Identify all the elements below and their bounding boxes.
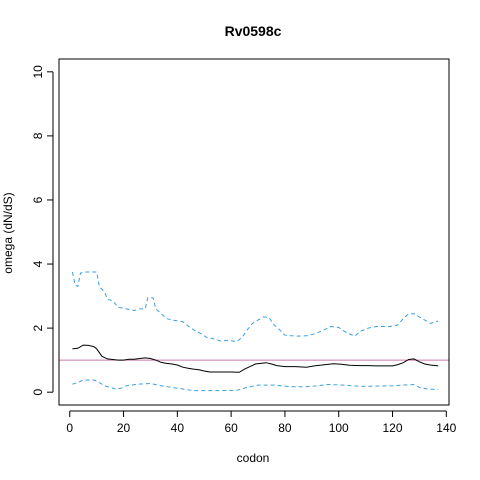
series-line-upper-bound: [71, 271, 439, 343]
y-tick-label: 4: [31, 260, 45, 267]
x-tick-label: 100: [329, 421, 349, 435]
x-axis: 0 20 40 60 80 100 120 140: [66, 410, 457, 435]
x-tick-label: 40: [171, 421, 185, 435]
x-tick-label: 20: [117, 421, 131, 435]
plot-lines: [59, 271, 449, 392]
series-line-estimate: [72, 344, 439, 373]
x-tick-label: 0: [66, 421, 73, 435]
y-axis: 0 2 4 6 8 10: [31, 65, 54, 396]
x-tick-label: 80: [278, 421, 292, 435]
y-tick-label: 2: [31, 324, 45, 331]
x-axis-label: codon: [237, 451, 270, 465]
y-tick-label: 6: [31, 196, 45, 203]
x-tick-label: 120: [383, 421, 403, 435]
y-tick-label: 8: [31, 132, 45, 139]
x-tick-label: 60: [224, 421, 238, 435]
y-tick-label: 0: [31, 389, 45, 396]
y-tick-label: 10: [31, 65, 45, 79]
y-axis-label: omega (dN/dS): [1, 192, 15, 273]
plot-frame: [58, 58, 450, 406]
x-tick-label: 140: [436, 421, 456, 435]
chart-title: Rv0598c: [225, 23, 282, 39]
series-line-lower-bound: [72, 379, 439, 392]
